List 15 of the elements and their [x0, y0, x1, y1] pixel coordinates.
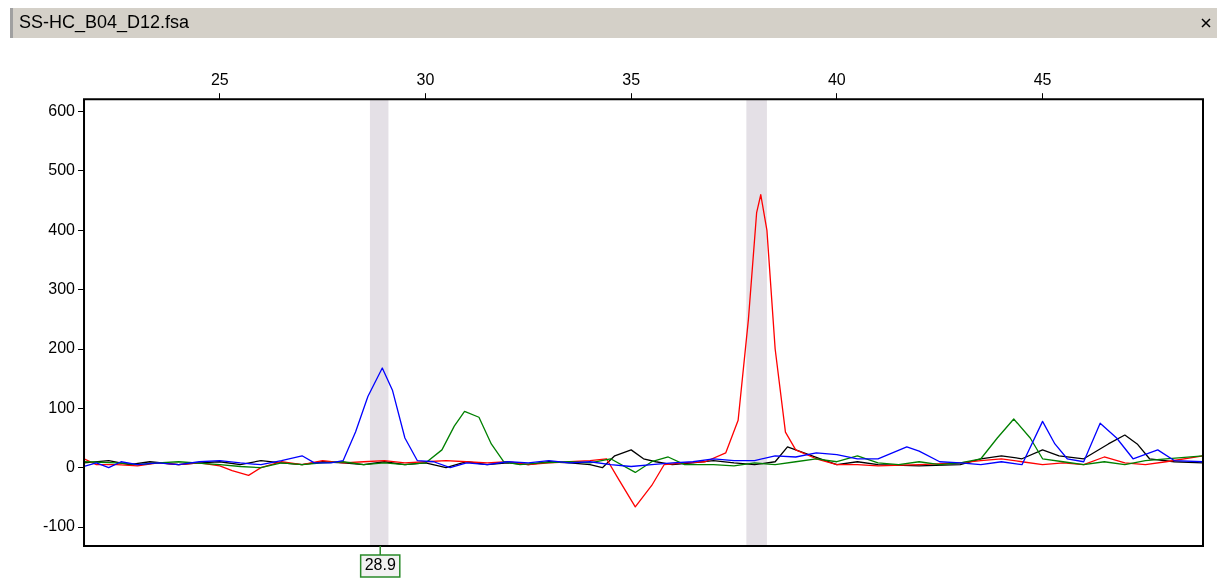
y-tick-label: 400	[48, 220, 76, 238]
x-tick-label: 45	[1033, 71, 1052, 89]
y-tick-label: 200	[48, 339, 76, 357]
x-tick-label: 25	[210, 71, 229, 89]
x-tick-label: 30	[416, 71, 435, 89]
y-tick-label: -100	[42, 517, 76, 535]
y-tick-label: 300	[48, 280, 76, 298]
y-tick-label: 100	[48, 398, 76, 416]
annotation: 28.9	[364, 556, 396, 574]
y-tick-label: 500	[48, 161, 76, 179]
y-tick-label: 0	[66, 458, 76, 476]
x-tick-label: 40	[827, 71, 846, 89]
chart-title: SS-HC_B04_D12.fsa	[19, 12, 190, 33]
y-tick-label: 600	[48, 102, 76, 120]
x-tick-label: 35	[622, 71, 641, 89]
